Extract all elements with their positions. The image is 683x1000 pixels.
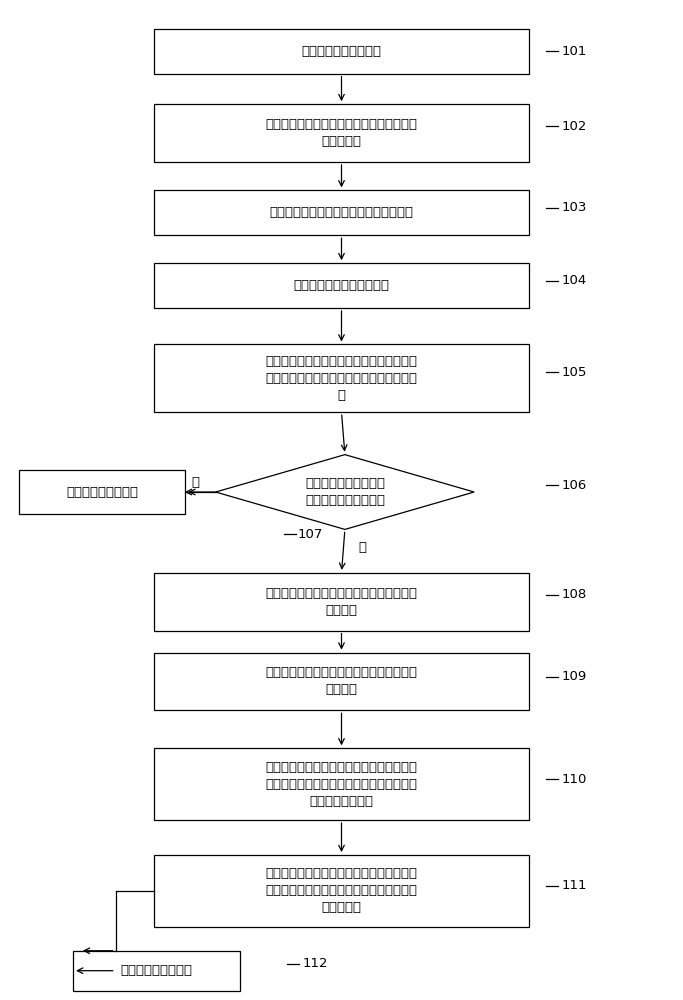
- Bar: [154, 573, 529, 631]
- Bar: [154, 104, 529, 162]
- Bar: [73, 951, 240, 991]
- Text: 对该冠字号图像进行字符切割处理，得到多
个字符图像: 对该冠字号图像进行字符切割处理，得到多 个字符图像: [266, 118, 417, 148]
- Text: 103: 103: [561, 201, 587, 214]
- Text: 输出该二次识别结果: 输出该二次识别结果: [120, 964, 193, 977]
- Bar: [154, 653, 529, 710]
- Text: 101: 101: [561, 45, 587, 58]
- Bar: [18, 470, 185, 514]
- Text: 105: 105: [561, 366, 587, 379]
- Text: 106: 106: [561, 479, 587, 492]
- Bar: [154, 29, 529, 74]
- Text: 根据该特征向量和预先训练的分类器模型对
该字符图像进行字符识别，得到初步识别结
果: 根据该特征向量和预先训练的分类器模型对 该字符图像进行字符识别，得到初步识别结 …: [266, 355, 417, 402]
- Text: 该初步识别结果是否落
入预设的相似字符组中: 该初步识别结果是否落 入预设的相似字符组中: [305, 477, 385, 507]
- Text: 112: 112: [303, 957, 329, 970]
- Bar: [154, 748, 529, 820]
- Text: 获取钞票的冠字号图像: 获取钞票的冠字号图像: [301, 45, 382, 58]
- Text: 将所有该字符图像缩放成预设的同一尺寸: 将所有该字符图像缩放成预设的同一尺寸: [270, 206, 413, 219]
- Text: 108: 108: [561, 588, 587, 601]
- Bar: [154, 344, 529, 412]
- Text: 输出该初步识别结果: 输出该初步识别结果: [66, 486, 138, 499]
- Polygon shape: [216, 455, 474, 529]
- Text: 102: 102: [561, 120, 587, 133]
- Text: 107: 107: [297, 528, 322, 541]
- Text: 111: 111: [561, 879, 587, 892]
- Bar: [154, 855, 529, 927]
- Text: 根据该初步识别结果获取该字符图像的预设
特定区域: 根据该初步识别结果获取该字符图像的预设 特定区域: [266, 587, 417, 617]
- Text: 通过该笔画模板在该特定区域内进行滑动匹
配，将匹配成功的该字符图像的像素数最大
值作为最大匹配值: 通过该笔画模板在该特定区域内进行滑动匹 配，将匹配成功的该字符图像的像素数最大 …: [266, 761, 417, 808]
- Bar: [154, 263, 529, 308]
- Text: 提取该字符图像的特征向量: 提取该字符图像的特征向量: [294, 279, 389, 292]
- Text: 110: 110: [561, 773, 587, 786]
- Text: 104: 104: [561, 274, 587, 287]
- Text: 根据该初步识别结果获取该字符图像的预设
笔画模板: 根据该初步识别结果获取该字符图像的预设 笔画模板: [266, 666, 417, 696]
- Text: 根据该最大匹配值和预设的阈值得到该字符
图像在该相似字符组中的识别结果，作为二
次识别结果: 根据该最大匹配值和预设的阈值得到该字符 图像在该相似字符组中的识别结果，作为二 …: [266, 867, 417, 914]
- Text: 109: 109: [561, 670, 587, 683]
- Text: 是: 是: [358, 541, 366, 554]
- Bar: [154, 190, 529, 235]
- Text: 否: 否: [191, 476, 199, 489]
